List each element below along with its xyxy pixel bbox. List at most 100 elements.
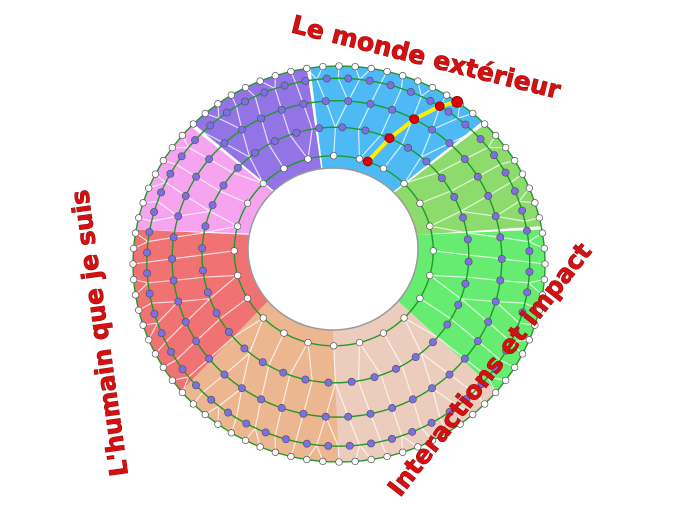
mesh-line xyxy=(157,301,179,324)
mesh-line xyxy=(357,342,361,381)
mesh-node xyxy=(299,100,308,108)
edge-node xyxy=(538,229,547,237)
edge-node xyxy=(351,62,359,71)
mesh-node xyxy=(388,105,397,114)
edge-node xyxy=(351,457,359,466)
mesh-line xyxy=(302,380,313,414)
edge-node xyxy=(541,260,549,268)
mesh-node xyxy=(206,121,215,130)
path-node xyxy=(362,156,373,167)
mesh-line xyxy=(208,158,234,174)
mesh-node xyxy=(388,434,396,443)
mesh-node xyxy=(251,148,260,157)
mesh-line xyxy=(260,118,270,145)
sector xyxy=(310,66,483,192)
mesh-node xyxy=(445,407,454,416)
edge-node xyxy=(159,156,168,165)
mesh-line xyxy=(380,109,393,136)
mesh-node xyxy=(361,126,370,135)
mesh-line xyxy=(146,258,173,263)
mesh-node xyxy=(150,309,159,318)
mesh-line xyxy=(302,103,313,130)
mesh-line xyxy=(268,144,285,169)
mesh-line xyxy=(420,129,433,158)
edge-node xyxy=(330,152,338,160)
mesh-line xyxy=(450,176,479,192)
mesh-line xyxy=(429,274,462,300)
edge-node xyxy=(189,400,197,408)
mesh-line xyxy=(147,279,174,284)
edge-node xyxy=(518,170,527,178)
mesh-line xyxy=(281,374,291,409)
mesh-node xyxy=(257,114,266,123)
mesh-line xyxy=(500,279,529,284)
mesh-node xyxy=(302,439,311,448)
edge-node xyxy=(414,443,422,451)
edge-node xyxy=(469,410,477,419)
edge-node xyxy=(414,77,422,85)
mesh-node xyxy=(406,88,415,96)
mesh-node xyxy=(366,100,375,108)
mesh-line xyxy=(172,254,203,260)
mesh-node xyxy=(392,364,400,373)
edge-node xyxy=(379,164,388,173)
mesh-line xyxy=(431,117,458,131)
mesh-node xyxy=(344,412,353,421)
edge-node xyxy=(400,179,408,188)
edge-node xyxy=(481,120,489,128)
mesh-node xyxy=(460,354,469,363)
edge-node xyxy=(159,363,168,372)
mesh-line xyxy=(449,131,474,144)
mesh-node xyxy=(241,97,249,106)
mesh-node xyxy=(169,276,178,285)
mesh-line xyxy=(195,176,221,192)
edge-node xyxy=(442,429,451,437)
mesh-node xyxy=(428,125,436,134)
edge-node xyxy=(355,155,364,163)
mesh-node xyxy=(205,155,214,163)
edge-node xyxy=(535,214,543,222)
mesh-node xyxy=(366,409,375,418)
mesh-node xyxy=(322,74,331,83)
edge-node xyxy=(502,376,510,385)
mesh-line xyxy=(495,200,520,217)
mesh-node xyxy=(282,435,290,444)
mesh-node xyxy=(277,404,286,412)
mesh-node xyxy=(240,344,249,353)
mesh-node xyxy=(490,151,498,160)
mesh-node xyxy=(426,96,435,105)
mesh-line xyxy=(188,358,210,378)
edge-node xyxy=(145,336,153,344)
mesh-line xyxy=(382,332,403,366)
mesh-node xyxy=(429,338,437,347)
edge-node xyxy=(214,420,222,428)
edge-node xyxy=(491,388,500,397)
mesh-node xyxy=(167,347,175,356)
mesh-line xyxy=(333,127,336,156)
mesh-node xyxy=(502,346,511,355)
mesh-node xyxy=(388,404,397,412)
mesh-line xyxy=(195,318,221,342)
mesh-line xyxy=(477,163,501,178)
mesh-node xyxy=(443,320,452,329)
mesh-line xyxy=(173,276,205,282)
mesh-node xyxy=(174,212,183,221)
mesh-node xyxy=(454,300,463,309)
edge-node xyxy=(399,72,407,80)
mesh-node xyxy=(422,157,431,166)
edge-node xyxy=(531,321,539,329)
mesh-node xyxy=(461,120,470,129)
mesh-line xyxy=(419,297,452,320)
mesh-node xyxy=(279,368,288,377)
mesh-node xyxy=(205,354,214,363)
mesh-nodes xyxy=(129,62,549,466)
mesh-line xyxy=(380,374,393,409)
mesh-line xyxy=(450,318,479,342)
mesh-line xyxy=(358,380,372,415)
mesh-node xyxy=(437,174,446,183)
edge-node xyxy=(456,420,464,428)
mesh-line xyxy=(357,129,361,160)
mesh-node xyxy=(321,97,330,105)
mesh-line xyxy=(235,388,243,419)
